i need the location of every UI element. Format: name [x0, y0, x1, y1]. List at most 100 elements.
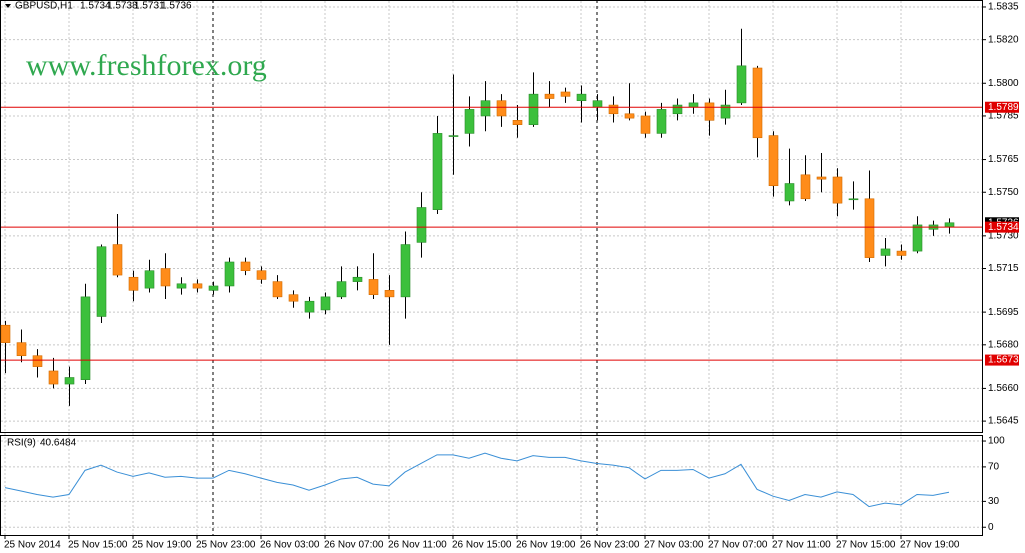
y-tick-label: 1.5660 [988, 383, 1019, 394]
header-low: 1.5731 [134, 1, 165, 12]
x-tick-label: 26 Nov 19:00 [516, 540, 576, 551]
x-tick-label: 25 Nov 15:00 [68, 540, 128, 551]
candle-body [432, 133, 443, 210]
candle-body [352, 276, 363, 282]
candle-body [880, 248, 891, 256]
header-close: 1.5736 [161, 1, 192, 12]
level-label: 1.5734 [988, 222, 1019, 233]
y-tick-label: 0 [988, 522, 994, 533]
candle-body [192, 283, 203, 289]
x-tick-label: 25 Nov 19:00 [132, 540, 192, 551]
candle-body [128, 276, 139, 291]
rsi-frame [0, 435, 983, 536]
candle-body [720, 104, 731, 119]
rsi-line [4, 452, 950, 508]
level-box [985, 101, 1019, 113]
candle-body [752, 67, 763, 139]
candle-body [208, 285, 219, 291]
y-tick-label: 70 [988, 462, 1000, 473]
candle-body [416, 207, 427, 243]
candle-body [688, 102, 699, 108]
y-tick-label: 100 [988, 436, 1005, 447]
candle-body [800, 174, 811, 200]
y-tick-label: 1.5785 [988, 111, 1019, 122]
y-tick-label: 30 [988, 496, 1000, 507]
candle-body [144, 270, 155, 289]
level-box [985, 221, 1019, 233]
y-tick-label: 1.5730 [988, 230, 1019, 241]
level-label: 1.5789 [988, 102, 1019, 113]
y-tick-label: 1.5835 [988, 2, 1019, 13]
candle-body [784, 183, 795, 202]
candle-body [240, 261, 251, 272]
watermark: www.freshforex.org [26, 49, 267, 82]
main-frame [0, 0, 983, 433]
candle-body [448, 135, 459, 137]
candle-body [832, 176, 843, 204]
candle-body [944, 222, 955, 228]
candle-body [576, 93, 587, 101]
candle-body [624, 113, 635, 119]
x-tick-label: 25 Nov 23:00 [196, 540, 256, 551]
candle-body [368, 279, 379, 295]
grid [1, 1, 982, 535]
candle-body [384, 290, 395, 298]
indicator-name: RSI(9) [7, 438, 36, 449]
x-tick-label: 26 Nov 03:00 [260, 540, 320, 551]
candle-body [512, 120, 523, 125]
candle-body [672, 104, 683, 115]
y-tick-label: 1.5695 [988, 307, 1019, 318]
y-tick-label: 1.5715 [988, 263, 1019, 274]
candle-body [640, 115, 651, 134]
x-tick-label: 26 Nov 07:00 [324, 540, 384, 551]
candle-body [64, 377, 75, 385]
candle-body [592, 100, 603, 108]
candle-body [544, 93, 555, 99]
x-tick-label: 25 Nov 2014 [4, 540, 61, 551]
candle-body [848, 198, 859, 201]
candle-body [0, 324, 11, 343]
candle-body [320, 296, 331, 311]
candle-body [32, 355, 43, 367]
candle-body [256, 270, 267, 280]
y-tick-label: 1.5820 [988, 34, 1019, 45]
x-tick-label: 27 Nov 11:00 [772, 540, 831, 551]
y-tick-label: 1.5800 [988, 78, 1019, 89]
candle-body [224, 261, 235, 287]
header-high: 1.5738 [107, 1, 138, 12]
candle-body [272, 281, 283, 298]
candle-body [400, 244, 411, 298]
candle-body [768, 135, 779, 187]
candle-body [896, 250, 907, 256]
x-tick-label: 27 Nov 19:00 [900, 540, 960, 551]
candle-body [736, 65, 747, 104]
candle-body [608, 104, 619, 115]
candle-body [16, 342, 27, 357]
level-label: 1.5673 [988, 355, 1019, 366]
x-tick-label: 26 Nov 11:00 [388, 540, 447, 551]
candle-body [464, 109, 475, 134]
y-tick-label: 1.5750 [988, 187, 1019, 198]
candle-body [816, 176, 827, 180]
candle-body [112, 244, 123, 276]
candle-body [48, 370, 59, 385]
level-box [985, 354, 1019, 366]
candle-body [304, 300, 315, 313]
candle-body [912, 224, 923, 252]
y-tick-label: 1.5680 [988, 339, 1019, 350]
candle-body [336, 281, 347, 298]
y-tick-label: 1.5645 [988, 416, 1019, 427]
header-open: 1.5734 [80, 1, 111, 12]
y-tick-label: 1.5765 [988, 154, 1019, 165]
candle-body [864, 198, 875, 258]
x-tick-label: 27 Nov 15:00 [836, 540, 896, 551]
indicator-value: 40.6484 [40, 438, 77, 449]
candle-body [80, 296, 91, 380]
candle-body [528, 93, 539, 125]
x-tick-label: 27 Nov 03:00 [644, 540, 704, 551]
candle-body [288, 294, 299, 302]
candle-body [496, 100, 507, 117]
candle-body [656, 109, 667, 134]
